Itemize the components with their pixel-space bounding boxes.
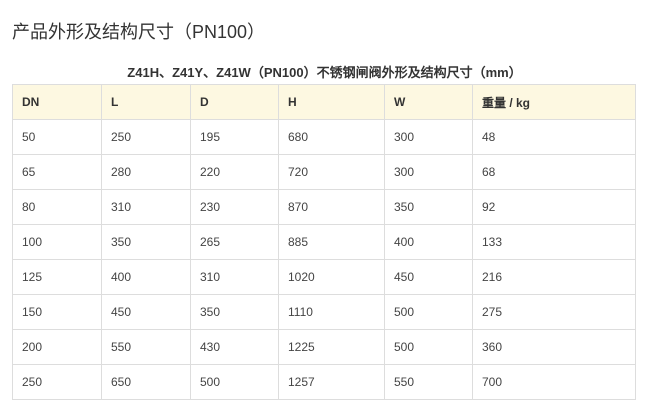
table-row: 150 450 350 1110 500 275 <box>12 294 636 330</box>
table-cell: 250 <box>101 119 191 155</box>
table-cell: 280 <box>101 154 191 190</box>
table-cell: 65 <box>12 154 102 190</box>
table-cell: 720 <box>278 154 385 190</box>
table-cell: 1257 <box>278 364 385 400</box>
table-cell: 500 <box>384 294 473 330</box>
table-cell: 133 <box>472 224 636 260</box>
table-cell: 200 <box>12 329 102 365</box>
table-cell: 1020 <box>278 259 385 295</box>
table-cell: 680 <box>278 119 385 155</box>
table-caption: Z41H、Z41Y、Z41W（PN100）不锈钢闸阀外形及结构尺寸（mm） <box>127 65 522 80</box>
table-row: 200 550 430 1225 500 360 <box>12 329 636 365</box>
column-header: L <box>101 84 191 120</box>
table-cell: 450 <box>101 294 191 330</box>
table-cell: 430 <box>190 329 279 365</box>
table-cell: 550 <box>101 329 191 365</box>
table-cell: 250 <box>12 364 102 400</box>
table-row: 100 350 265 885 400 133 <box>12 224 636 260</box>
table-row: 250 650 500 1257 550 700 <box>12 364 636 400</box>
table-cell: 350 <box>190 294 279 330</box>
column-header: W <box>384 84 473 120</box>
column-header: DN <box>12 84 102 120</box>
table-cell: 92 <box>472 189 636 225</box>
table-cell: 100 <box>12 224 102 260</box>
table-cell: 870 <box>278 189 385 225</box>
column-header: D <box>190 84 279 120</box>
table-cell: 50 <box>12 119 102 155</box>
column-header: H <box>278 84 385 120</box>
table-cell: 1110 <box>278 294 385 330</box>
dimensions-table: DN L D H W 重量 / kg 50 250 195 680 300 48 65 280 220 72… <box>12 84 636 400</box>
table-cell: 350 <box>384 189 473 225</box>
table-cell: 400 <box>101 259 191 295</box>
table-row: 125 400 310 1020 450 216 <box>12 259 636 295</box>
table-cell: 220 <box>190 154 279 190</box>
table-cell: 360 <box>472 329 636 365</box>
table-cell: 700 <box>472 364 636 400</box>
table-cell: 310 <box>101 189 191 225</box>
table-cell: 300 <box>384 119 473 155</box>
table-cell: 125 <box>12 259 102 295</box>
column-header: 重量 / kg <box>472 84 636 120</box>
table-cell: 500 <box>190 364 279 400</box>
table-cell: 48 <box>472 119 636 155</box>
table-cell: 300 <box>384 154 473 190</box>
table-header-row: DN L D H W 重量 / kg <box>12 84 636 120</box>
table-row: 80 310 230 870 350 92 <box>12 189 636 225</box>
table-cell: 310 <box>190 259 279 295</box>
table-row: 65 280 220 720 300 68 <box>12 154 636 190</box>
table-cell: 650 <box>101 364 191 400</box>
page-title: 产品外形及结构尺寸（PN100） <box>12 22 266 42</box>
table-cell: 1225 <box>278 329 385 365</box>
table-cell: 150 <box>12 294 102 330</box>
table-cell: 80 <box>12 189 102 225</box>
table-cell: 230 <box>190 189 279 225</box>
table-cell: 216 <box>472 259 636 295</box>
table-cell: 450 <box>384 259 473 295</box>
table-cell: 885 <box>278 224 385 260</box>
table-row: 50 250 195 680 300 48 <box>12 119 636 155</box>
table-cell: 400 <box>384 224 473 260</box>
table-cell: 265 <box>190 224 279 260</box>
table-cell: 195 <box>190 119 279 155</box>
table-cell: 550 <box>384 364 473 400</box>
table-cell: 350 <box>101 224 191 260</box>
table-cell: 500 <box>384 329 473 365</box>
table-cell: 68 <box>472 154 636 190</box>
table-cell: 275 <box>472 294 636 330</box>
